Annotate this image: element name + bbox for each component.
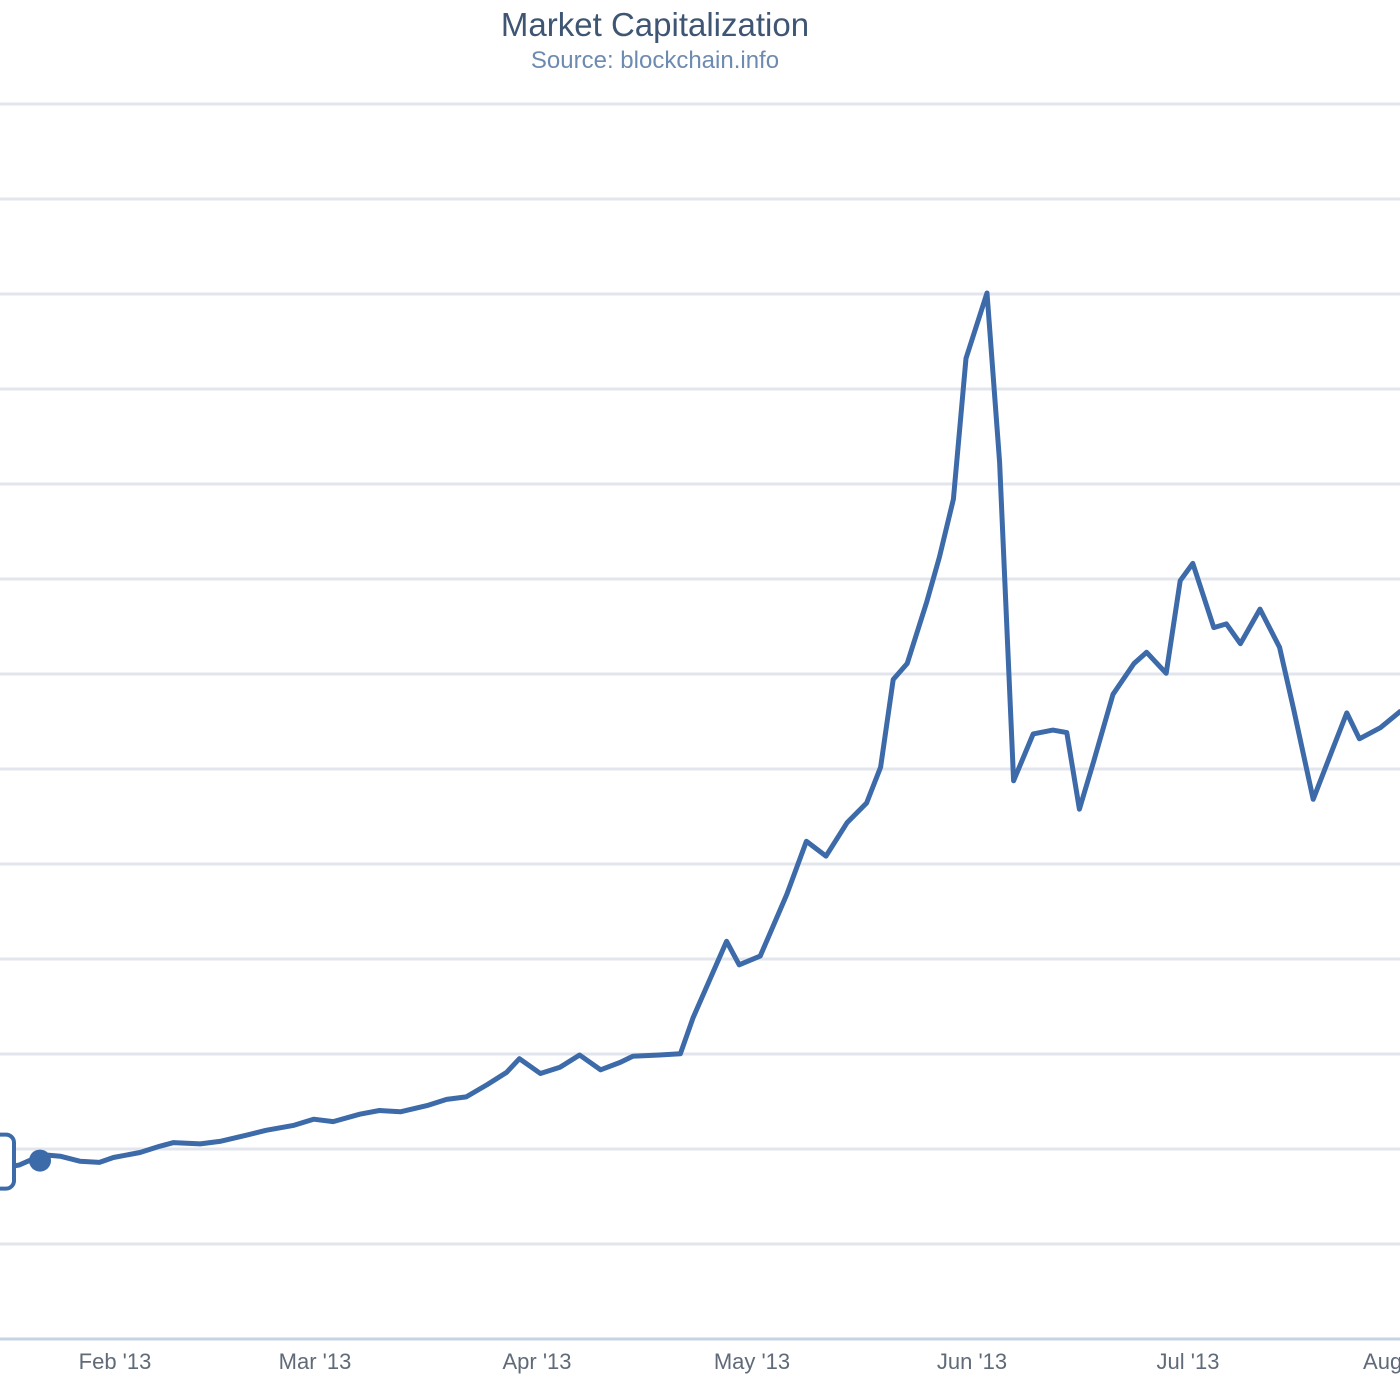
chart-subtitle: Source: blockchain.info	[530, 47, 780, 74]
x-tick-label: Mar '13	[279, 1349, 352, 1374]
range-handle	[0, 1132, 16, 1191]
x-tick-label: Jul '13	[1157, 1349, 1220, 1374]
x-tick-label: Aug '13	[1363, 1349, 1400, 1374]
series-markers	[0, 1132, 51, 1191]
x-tick-label: Apr '13	[502, 1349, 571, 1374]
x-tick-label: Feb '13	[79, 1349, 152, 1374]
x-axis-ticks: Feb '13 Mar '13 Apr '13 May '13 Jun '13 Jul '…	[79, 1349, 1400, 1374]
x-tick-label: May '13	[714, 1349, 790, 1374]
grid-lines	[0, 102, 1400, 1341]
data-point-marker	[29, 1149, 51, 1172]
x-tick-label: Jun '13	[937, 1349, 1007, 1374]
series-line	[0, 290, 1400, 1172]
chart-title: Market Capitalization	[500, 6, 810, 43]
